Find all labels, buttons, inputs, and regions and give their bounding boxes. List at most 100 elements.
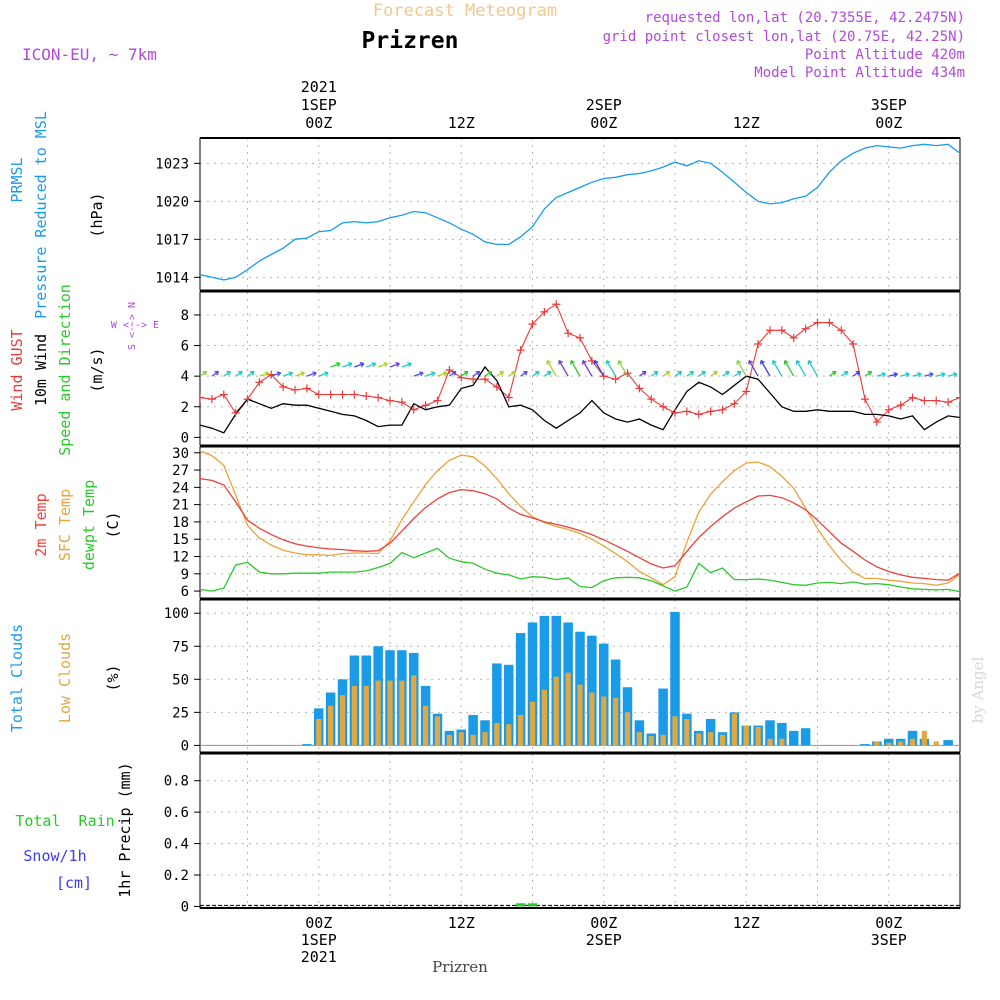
low-cloud-bar xyxy=(423,705,429,746)
wind-arrow-head xyxy=(463,370,469,376)
panel-4: 0 0.2 0.4 0.6 0.8 xyxy=(164,753,961,915)
prmsl-title: PRMSL xyxy=(8,157,26,202)
y-tick-label: 21 xyxy=(172,498,189,514)
y-tick-label: 18 xyxy=(172,515,189,531)
gust-point xyxy=(872,418,881,427)
low-cloud-bar xyxy=(684,718,690,746)
gust-point xyxy=(682,407,691,416)
wind-arrow-head xyxy=(605,359,611,365)
y-tick-label: 2 xyxy=(181,400,189,416)
total-cloud-bar xyxy=(302,744,312,746)
wind-arrow xyxy=(639,371,647,377)
grid-coords: grid point closest lon,lat (20.75E, 42.2… xyxy=(603,29,965,45)
low-cloud-bar xyxy=(387,680,393,746)
wind-arrow-head xyxy=(772,359,777,365)
wind-arrow-head xyxy=(324,371,329,377)
gust-point xyxy=(920,396,929,405)
low-cloud-bar xyxy=(328,705,334,746)
gust-point xyxy=(564,329,573,338)
gust-point xyxy=(861,395,869,404)
wind-arrow xyxy=(472,371,481,377)
wind-arrow xyxy=(959,375,960,377)
low-cloud-bar xyxy=(874,741,880,746)
wind-arrow xyxy=(401,362,412,368)
gust-markers xyxy=(200,300,960,427)
y-tick-label: 0 xyxy=(181,430,189,446)
gust-point xyxy=(243,395,252,404)
wind-arrow-head xyxy=(725,370,730,376)
total-cloud-bar xyxy=(907,730,918,746)
wind-arrow xyxy=(389,362,400,368)
wind-arrow-head xyxy=(593,359,599,365)
wind-arrow xyxy=(736,360,747,377)
wind-arrow-head xyxy=(701,370,706,376)
total-cloud-bar xyxy=(765,720,775,746)
panel-1: 0 2 4 6 8 xyxy=(181,291,961,446)
temp-unit: (C) xyxy=(104,511,122,538)
gust-point xyxy=(647,395,656,404)
total-cloud-bar xyxy=(504,664,514,746)
wind-arrow xyxy=(852,371,861,377)
series-prmsl xyxy=(200,143,960,281)
time-label-bottom: 00Z xyxy=(875,914,902,932)
wind-arrow xyxy=(330,362,341,368)
wind-arrow-head xyxy=(807,359,813,365)
panel-0: 1014 1017 1020 1023 xyxy=(155,137,961,291)
gust-point xyxy=(694,410,703,419)
low-cloud-bar xyxy=(921,730,927,746)
wind-arrow-head xyxy=(407,362,412,368)
gust-point xyxy=(813,318,822,327)
time-label-top: 1SEP xyxy=(301,96,337,114)
y-tick-label: 0.2 xyxy=(164,868,189,884)
time-label-bottom: 00Z xyxy=(305,914,332,932)
wind-arrow xyxy=(354,362,364,368)
total-cloud-bar xyxy=(539,615,550,746)
gust-point xyxy=(896,401,905,410)
wind-arrow-head xyxy=(359,362,365,368)
gust-point xyxy=(837,326,846,335)
wind-arrow xyxy=(508,371,516,377)
total-cloud-bar xyxy=(860,744,870,746)
gust-point xyxy=(908,393,917,402)
wind-arrow-head xyxy=(617,359,623,365)
wind-arrow xyxy=(829,371,837,377)
low-cloud-bar xyxy=(613,697,619,746)
y-tick-label: 1020 xyxy=(155,194,189,210)
low-cloud-bar xyxy=(458,732,464,746)
compass-ns: S <--> N xyxy=(127,302,138,350)
wind-arrow-head xyxy=(867,370,873,376)
gust-point xyxy=(326,390,335,399)
requested-coords: requested lon,lat (20.7355E, 42.2475N) xyxy=(645,10,965,26)
rain-bar xyxy=(515,903,526,907)
low-cloud-bar xyxy=(779,738,785,746)
wind-arrow xyxy=(924,373,934,377)
low-cloud-bar xyxy=(0,744,5,745)
snow-title: Snow/1h xyxy=(23,847,86,865)
y-tick-label: 27 xyxy=(172,463,189,479)
gust-point xyxy=(481,375,489,384)
y-tick-label: 9 xyxy=(181,567,189,583)
wind-arrow xyxy=(460,371,469,377)
wind-arrow xyxy=(617,360,629,377)
gust-point xyxy=(338,390,347,399)
wind-arrow xyxy=(840,371,849,377)
gust-point xyxy=(219,390,228,399)
low-cloud-bar xyxy=(577,684,583,746)
low-cloud-bar xyxy=(375,680,381,746)
wind-arrow xyxy=(760,360,771,377)
wind-arrow-head xyxy=(419,371,424,377)
snow-unit: [cm] xyxy=(56,874,92,892)
gust-point xyxy=(552,300,561,309)
wind-arrow xyxy=(947,373,957,377)
wind-arrow xyxy=(570,360,581,377)
wind-arrow-head xyxy=(843,370,849,376)
low-cloud-bar xyxy=(541,689,547,746)
wind-arrow-head xyxy=(760,359,765,365)
y-tick-label: 1017 xyxy=(155,232,189,248)
wind-arrow-head xyxy=(226,370,231,376)
gust-point xyxy=(944,398,953,407)
low-cloud-bar xyxy=(672,716,678,746)
gust-point xyxy=(671,408,679,417)
wind-arrow xyxy=(294,372,305,377)
low-cloud-bar xyxy=(767,738,773,746)
